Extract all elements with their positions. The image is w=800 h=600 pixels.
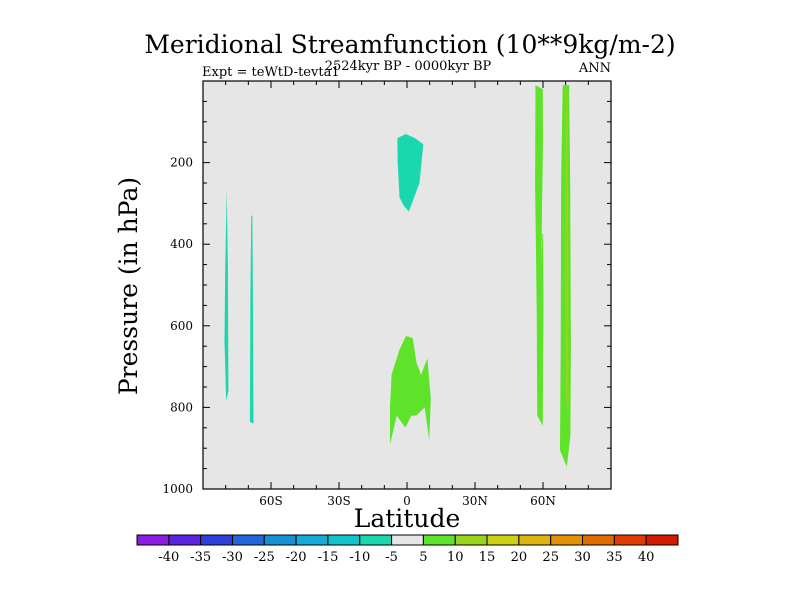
y-tick-label: 600 bbox=[170, 319, 193, 333]
colorbar-box bbox=[486, 534, 520, 546]
colorbar-box bbox=[518, 534, 552, 546]
y-tick-label: 200 bbox=[170, 156, 193, 170]
period-label: 2524kyr BP - 0000kyr BP bbox=[325, 59, 492, 74]
colorbar-label: 40 bbox=[638, 550, 655, 565]
colorbar-box bbox=[295, 534, 329, 546]
colorbar-box bbox=[327, 534, 361, 546]
colorbar-label: 25 bbox=[542, 550, 559, 565]
colorbar-label: -40 bbox=[158, 550, 179, 565]
colorbar-box bbox=[359, 534, 393, 546]
contour-sh-high-lat-cell-east bbox=[249, 215, 254, 424]
colorbar-label: 10 bbox=[447, 550, 464, 565]
chart-title: Meridional Streamfunction (10**9kg/m-2) bbox=[144, 30, 675, 59]
colorbar-box bbox=[136, 534, 170, 546]
x-tick-label: 60N bbox=[530, 494, 556, 508]
colorbar-label: -20 bbox=[286, 550, 307, 565]
x-tick-label: 0 bbox=[403, 494, 411, 508]
contour-lower-equatorial-cell bbox=[390, 336, 431, 445]
colorbar-box bbox=[454, 534, 488, 546]
colorbar-label: 20 bbox=[511, 550, 528, 565]
colorbar-box bbox=[582, 534, 615, 546]
plot-area bbox=[202, 80, 612, 490]
x-axis-label: Latitude bbox=[354, 504, 461, 533]
y-axis-label: Pressure (in hPa) bbox=[114, 177, 143, 395]
colorbar-box bbox=[168, 534, 202, 546]
season-label: ANN bbox=[578, 61, 611, 76]
colorbar-box bbox=[391, 534, 424, 546]
colorbar-label: 35 bbox=[606, 550, 623, 565]
y-axis: 200 400 600 800 1000 bbox=[162, 100, 611, 496]
colorbar-label: 15 bbox=[479, 550, 496, 565]
colorbar-box bbox=[550, 534, 584, 546]
colorbar-label: 5 bbox=[419, 550, 427, 565]
x-tick-label: 30N bbox=[462, 494, 488, 508]
colorbar-box bbox=[263, 534, 297, 546]
colorbar-label: -35 bbox=[190, 550, 211, 565]
colorbar-label: -30 bbox=[222, 550, 243, 565]
colorbar-box bbox=[200, 534, 233, 546]
contour-nh-cell-70n-core bbox=[565, 89, 569, 416]
contour-sh-high-lat-cell-west bbox=[224, 189, 229, 401]
y-tick-label: 800 bbox=[170, 400, 193, 414]
colorbar-box bbox=[231, 534, 265, 546]
x-tick-label: 60S bbox=[259, 494, 283, 508]
colorbar-label: 30 bbox=[574, 550, 591, 565]
colorbar: -40 -35 -30 -25 -20 -15 -10 -5 5 10 15 20 25 30 35 40 bbox=[136, 534, 679, 565]
contour-nh-cell-60n bbox=[535, 85, 544, 426]
experiment-label: Expt = teWtD-tevta1 bbox=[202, 65, 340, 80]
y-tick-label: 400 bbox=[170, 237, 193, 251]
contour-upper-equatorial-cell bbox=[397, 134, 424, 212]
colorbar-box bbox=[422, 534, 456, 546]
y-tick-label: 1000 bbox=[162, 482, 193, 496]
colorbar-label: -10 bbox=[349, 550, 370, 565]
colorbar-box bbox=[645, 534, 679, 546]
x-tick-label: 30S bbox=[327, 494, 351, 508]
colorbar-label: -5 bbox=[385, 550, 398, 565]
x-axis: 60S 30S 0 30N 60N bbox=[225, 81, 589, 508]
colorbar-label: -25 bbox=[254, 550, 275, 565]
colorbar-box bbox=[613, 534, 647, 546]
colorbar-label: -15 bbox=[317, 550, 338, 565]
